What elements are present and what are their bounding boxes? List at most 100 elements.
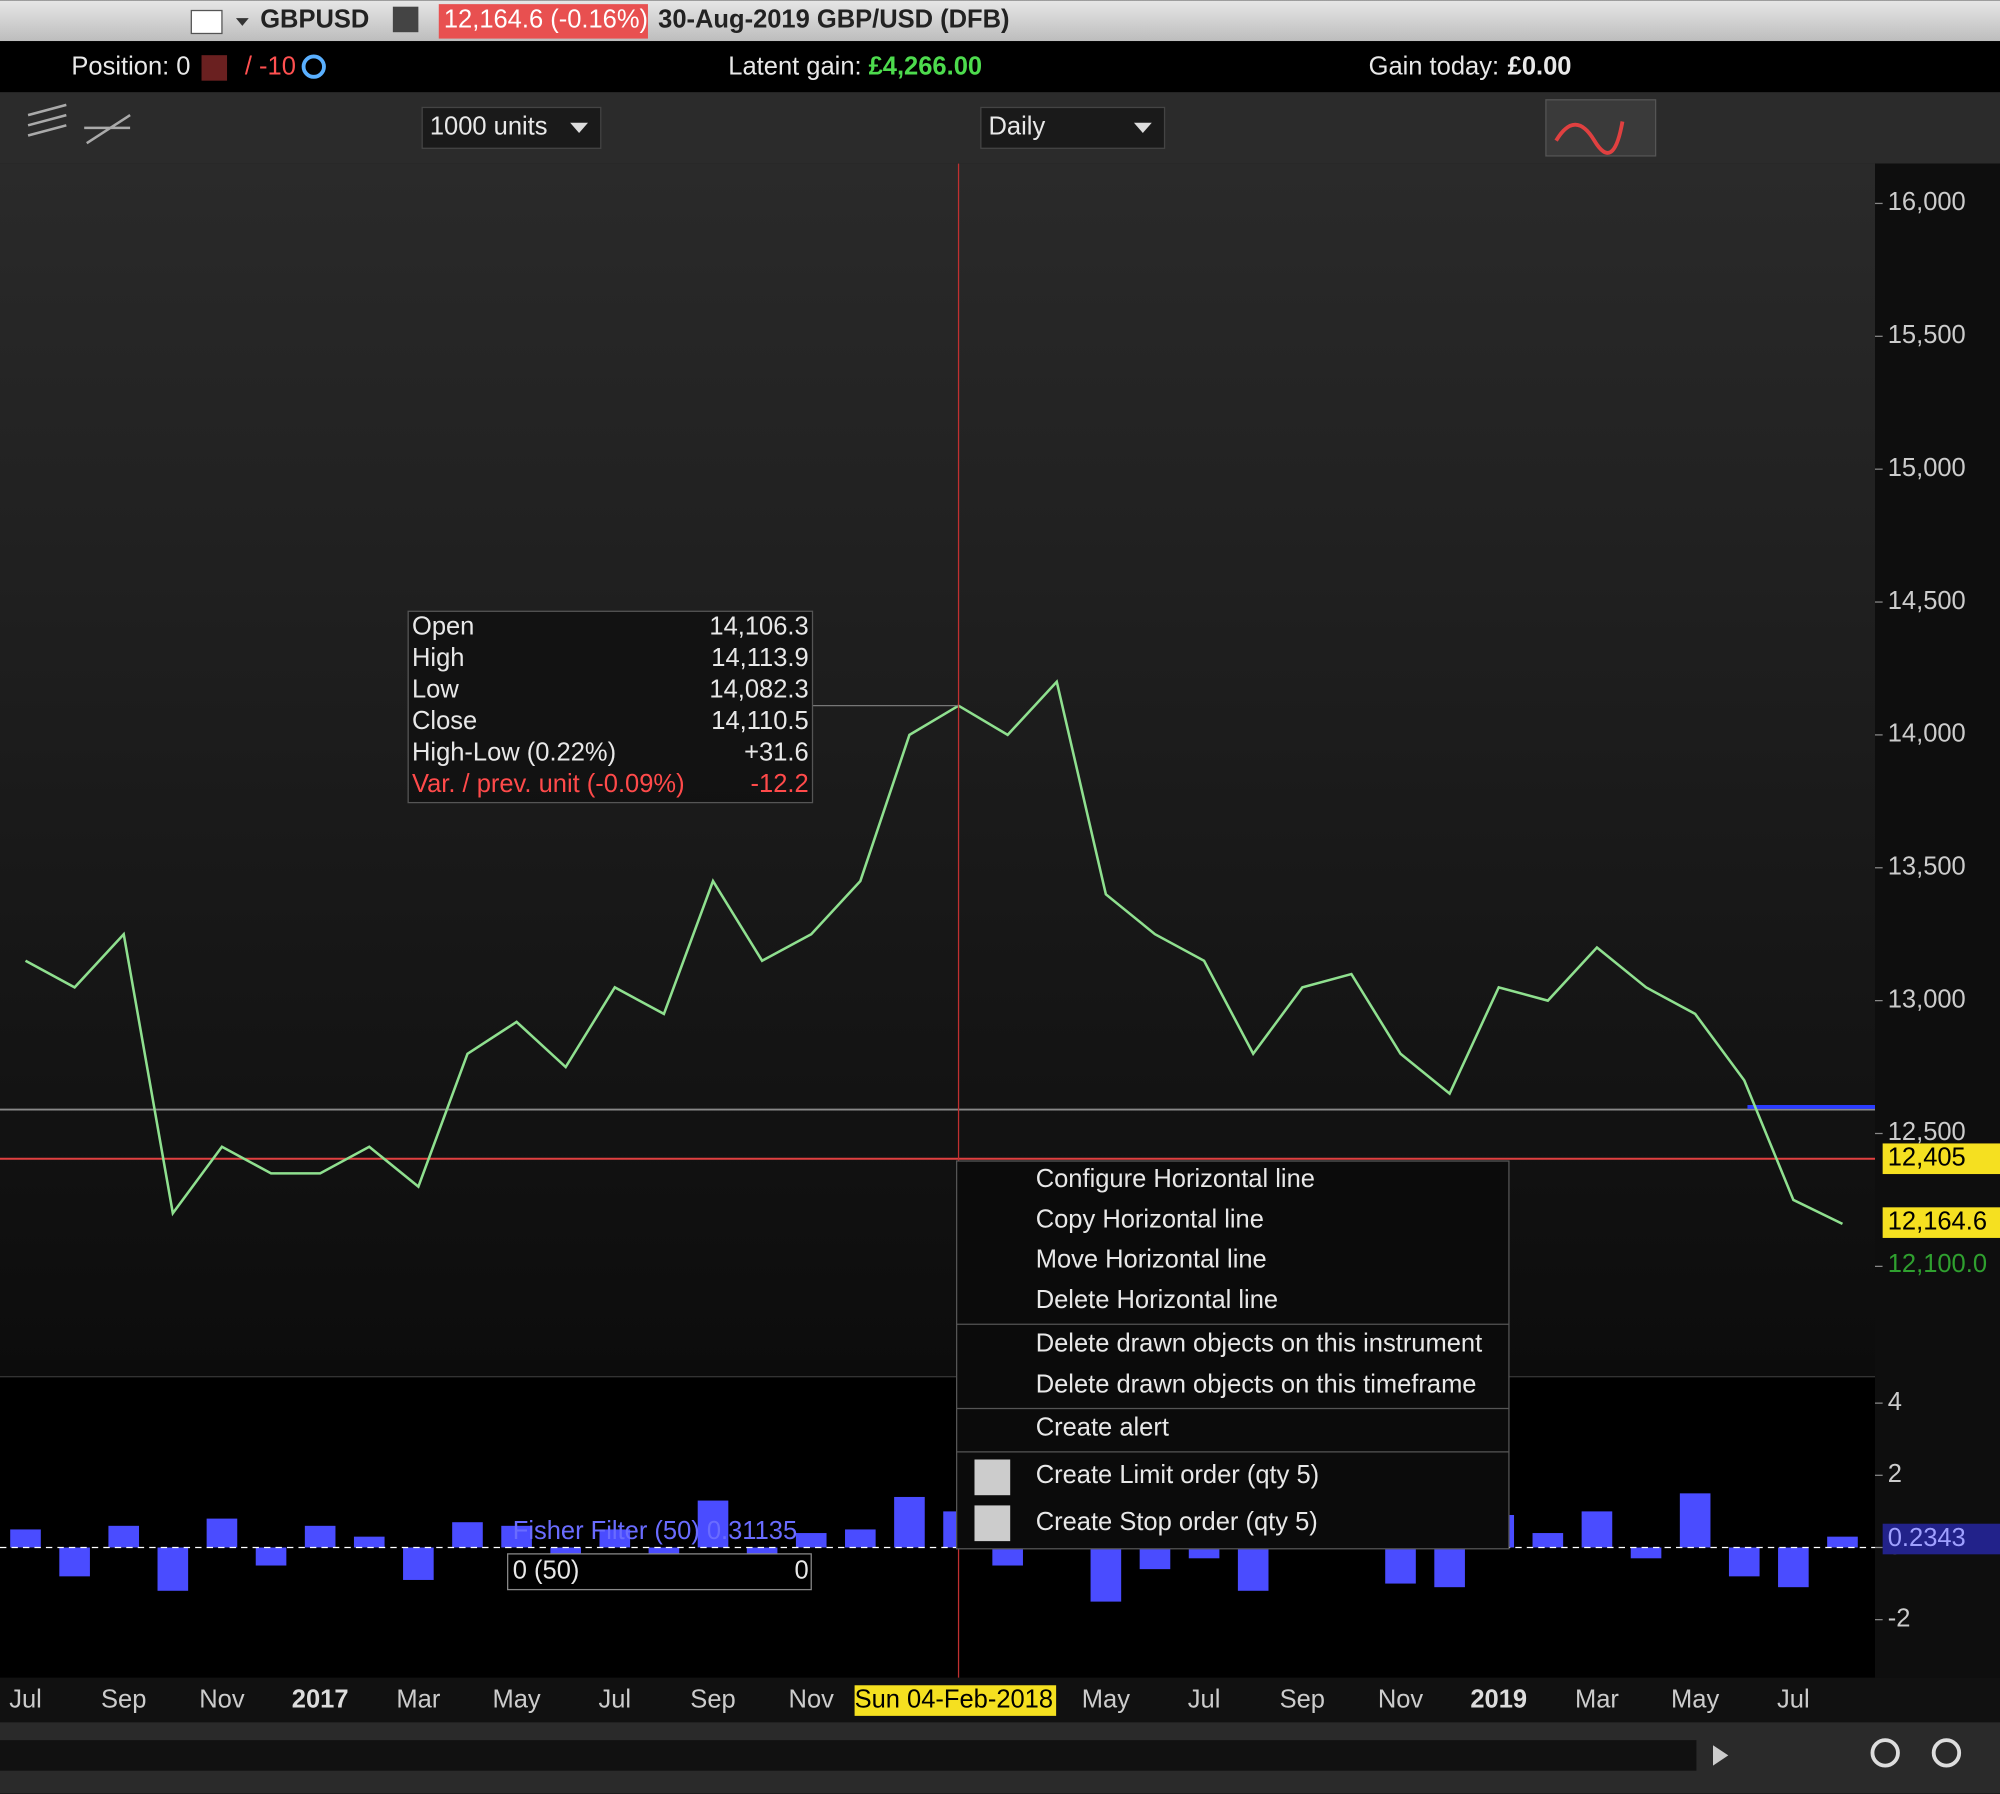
units-select[interactable] xyxy=(421,106,602,149)
scrollbar[interactable] xyxy=(0,1740,1697,1771)
tooltip-key: High-Low (0.22%) xyxy=(412,739,616,767)
last-value-label: 0.2343 xyxy=(1888,1524,1966,1552)
indicator-bar xyxy=(255,1547,287,1566)
zero-line-legend-value: 0 xyxy=(794,1556,808,1584)
stop-order-icon xyxy=(974,1505,1011,1542)
x-tick-label: May xyxy=(492,1685,540,1713)
x-tick-label: 2019 xyxy=(1470,1685,1527,1713)
indicator-bar xyxy=(108,1525,140,1548)
indicator-bar xyxy=(894,1496,925,1548)
indicator-bar xyxy=(550,1547,581,1559)
y-tick-label: 13,500 xyxy=(1888,853,1966,881)
menu-item[interactable]: Create alert xyxy=(1036,1414,1169,1442)
y-tick-label: 14,500 xyxy=(1888,587,1966,615)
indicator-bar xyxy=(1434,1547,1465,1588)
menu-item[interactable]: Copy Horizontal line xyxy=(1036,1206,1264,1234)
zoom-in[interactable] xyxy=(1931,1738,1962,1768)
indicator-bar xyxy=(1630,1547,1662,1559)
close-icon[interactable] xyxy=(201,55,228,81)
tooltip-key: High xyxy=(412,644,464,672)
y-tick-label: -2 xyxy=(1888,1604,1911,1632)
gain-today-label: Gain today: xyxy=(1369,53,1499,81)
x-tick-label: 2017 xyxy=(292,1685,349,1713)
price-badge xyxy=(1882,1143,2000,1175)
indicator-bar xyxy=(59,1547,90,1577)
position-label: Position: 0 xyxy=(71,53,190,81)
menu-item[interactable]: Delete drawn objects on this timeframe xyxy=(1036,1370,1477,1398)
indicator-bar xyxy=(304,1525,336,1548)
indicator-bar xyxy=(599,1529,631,1548)
y-tick-label: 13,000 xyxy=(1888,985,1966,1013)
last-value-badge xyxy=(1882,1523,2000,1555)
timeframe-select[interactable] xyxy=(980,106,1166,149)
indicator-bar xyxy=(992,1547,1023,1566)
tooltip-value: 14,082.3 xyxy=(709,676,808,704)
scroll-right[interactable] xyxy=(1713,1745,1729,1766)
info-icon[interactable] xyxy=(392,6,419,33)
tooltip xyxy=(407,610,814,804)
price-badge-label: 12,405 xyxy=(1888,1143,1966,1171)
indicator-bar xyxy=(1679,1493,1711,1548)
indicator-bar xyxy=(452,1522,483,1548)
description: 30-Aug-2019 GBP/USD (DFB) xyxy=(658,5,1009,33)
latent-gain-label: Latent gain: xyxy=(728,53,861,81)
menu-item[interactable]: Move Horizontal line xyxy=(1036,1245,1267,1273)
dropdown-arrow xyxy=(570,122,589,133)
x-tick-label: Nov xyxy=(199,1685,245,1713)
menu-item[interactable]: Delete drawn objects on this instrument xyxy=(1036,1329,1482,1357)
x-tick-label: Sep xyxy=(1280,1685,1325,1713)
x-tick-label: Mar xyxy=(1575,1685,1619,1713)
indicator-bar xyxy=(1188,1547,1220,1559)
indicator-title: Fisher Filter (50) 0.31135 xyxy=(513,1517,797,1545)
y-tick-label: 15,000 xyxy=(1888,454,1966,482)
menu-item[interactable]: Create Limit order (qty 5) xyxy=(1036,1461,1319,1489)
x-tick-label: Sep xyxy=(101,1685,146,1713)
symbol-dropdown[interactable] xyxy=(235,18,249,26)
y-tick-label: 4 xyxy=(1888,1388,1902,1416)
zoom-out[interactable] xyxy=(1870,1738,1900,1768)
tooltip-value: 14,110.5 xyxy=(711,707,808,735)
gear-icon[interactable] xyxy=(301,54,326,79)
quote-badge xyxy=(438,4,648,39)
x-tick-label: Sun 04-Feb-2018 xyxy=(855,1685,1053,1713)
tooltip-value: +31.6 xyxy=(744,739,809,767)
price-axis xyxy=(1875,163,2000,1678)
indicator-bar xyxy=(157,1547,189,1591)
units: 1000 units xyxy=(430,113,548,141)
indicator-bar xyxy=(1581,1511,1613,1548)
price-line xyxy=(24,679,1844,1225)
zero-line-legend-label: 0 (50) xyxy=(513,1556,580,1584)
status-bar xyxy=(0,41,2000,93)
tooltip-value: 14,106.3 xyxy=(709,613,808,641)
indicator-bar xyxy=(1090,1547,1122,1602)
tooltip-key: Open xyxy=(412,613,474,641)
indicator-bar xyxy=(206,1518,238,1548)
gain-today: £0.00 xyxy=(1508,53,1572,81)
indicator-bar xyxy=(1385,1547,1416,1584)
indicator-bar xyxy=(795,1533,827,1548)
zero-line-legend xyxy=(507,1553,812,1591)
y-tick-label: 12,500 xyxy=(1888,1118,1966,1146)
indicator-bar xyxy=(10,1529,41,1548)
y-tick-label: 2 xyxy=(1888,1460,1902,1488)
tooltip-key: Close xyxy=(412,707,477,735)
symbol: GBPUSD xyxy=(260,5,369,33)
indicator-bar xyxy=(697,1500,729,1548)
menu-item[interactable]: Create Stop order (qty 5) xyxy=(1036,1508,1318,1536)
drawing-tools[interactable] xyxy=(27,103,131,145)
menu-item[interactable]: Configure Horizontal line xyxy=(1036,1165,1315,1193)
dropdown-arrow xyxy=(1133,122,1152,133)
x-tick-label: May xyxy=(1671,1685,1719,1713)
price-badge-label: 12,100.0 xyxy=(1888,1250,1987,1278)
timeframe: Daily xyxy=(989,113,1046,141)
y-tick-label: 16,000 xyxy=(1888,188,1966,216)
x-tick-label: Jul xyxy=(1188,1685,1221,1713)
x-tick-label: May xyxy=(1082,1685,1130,1713)
chart-icon[interactable] xyxy=(190,9,223,35)
price-badge xyxy=(1882,1249,2000,1281)
menu-item[interactable]: Delete Horizontal line xyxy=(1036,1286,1278,1314)
tooltip-value: -12.2 xyxy=(751,770,809,798)
indicator-bar xyxy=(1728,1547,1760,1577)
